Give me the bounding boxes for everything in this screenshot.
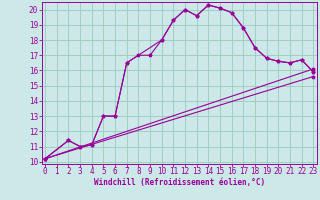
X-axis label: Windchill (Refroidissement éolien,°C): Windchill (Refroidissement éolien,°C) — [94, 178, 265, 187]
